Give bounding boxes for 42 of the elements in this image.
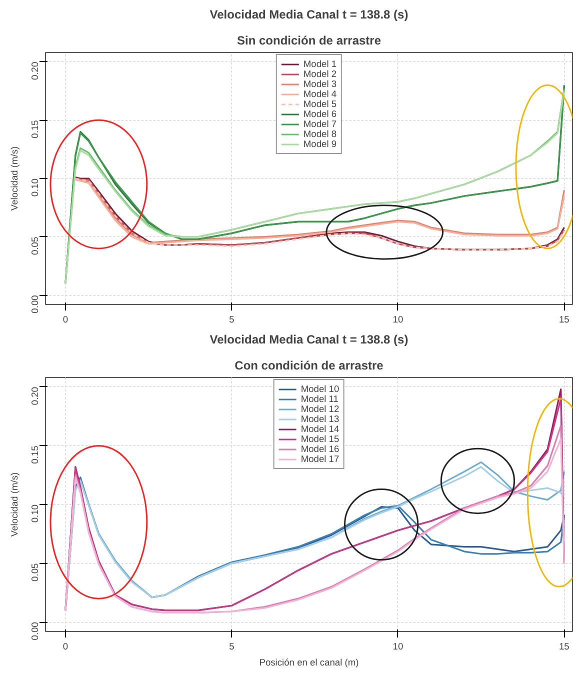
legend-label: Model 11	[300, 394, 338, 404]
legend-label: Model 10	[300, 384, 340, 394]
legend-label: Model 16	[300, 444, 340, 454]
chart-subtitle: Con condición de arrastre	[234, 358, 384, 372]
chart-subtitle: Sin condición de arrastre	[236, 34, 382, 48]
legend-label: Model 8	[303, 129, 337, 139]
y-axis-title: Velocidad (m/s)	[10, 146, 20, 211]
y-tick-label: 0.20	[30, 386, 40, 406]
legend-label: Model 12	[300, 404, 340, 414]
legend-label: Model 3	[303, 79, 337, 89]
x-tick-label: 5	[229, 642, 234, 652]
legend-label: Model 17	[300, 454, 340, 464]
y-tick-label: 0.05	[30, 236, 40, 255]
x-tick-label: 10	[392, 314, 404, 324]
x-tick-label: 10	[392, 642, 404, 652]
legend-label: Model 14	[300, 424, 340, 434]
x-tick-label: 5	[229, 314, 234, 324]
x-tick-label: 0	[62, 314, 68, 324]
x-tick-label: 15	[559, 642, 570, 652]
y-axis-title: Velocidad (m/s)	[10, 472, 20, 537]
legend-label: Model 4	[303, 89, 337, 99]
legend-label: Model 9	[303, 139, 337, 149]
legend-label: Model 1	[303, 59, 337, 69]
y-tick-label: 0.05	[30, 563, 40, 582]
y-tick-label: 0.20	[30, 62, 40, 80]
x-axis-title: Posición en el canal (m)	[259, 658, 359, 668]
x-tick-label: 15	[559, 314, 570, 324]
legend-label: Model 2	[303, 69, 337, 79]
legend-label: Model 13	[300, 414, 340, 424]
chart-title: Velocidad Media Canal t = 138.8 (s)	[210, 8, 408, 22]
y-tick-label: 0.10	[30, 178, 40, 197]
y-tick-label: 0.00	[30, 295, 40, 314]
legend-label: Model 6	[303, 109, 337, 119]
y-tick-label: 0.00	[30, 622, 40, 640]
legend-label: Model 7	[303, 119, 337, 129]
y-tick-label: 0.15	[30, 446, 40, 464]
legend-label: Model 5	[303, 99, 337, 109]
chart-title: Velocidad Media Canal t = 138.8 (s)	[210, 332, 408, 346]
x-tick-label: 0	[62, 642, 68, 652]
y-tick-label: 0.15	[30, 120, 40, 138]
y-tick-label: 0.10	[30, 504, 40, 523]
legend-label: Model 15	[300, 434, 340, 444]
